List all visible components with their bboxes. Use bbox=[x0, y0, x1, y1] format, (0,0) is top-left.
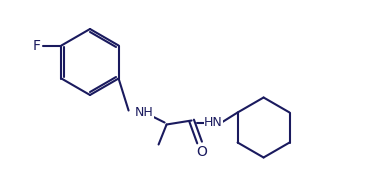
Text: HN: HN bbox=[204, 116, 223, 129]
Text: F: F bbox=[32, 38, 40, 53]
Text: NH: NH bbox=[135, 106, 154, 119]
Text: O: O bbox=[196, 145, 207, 159]
